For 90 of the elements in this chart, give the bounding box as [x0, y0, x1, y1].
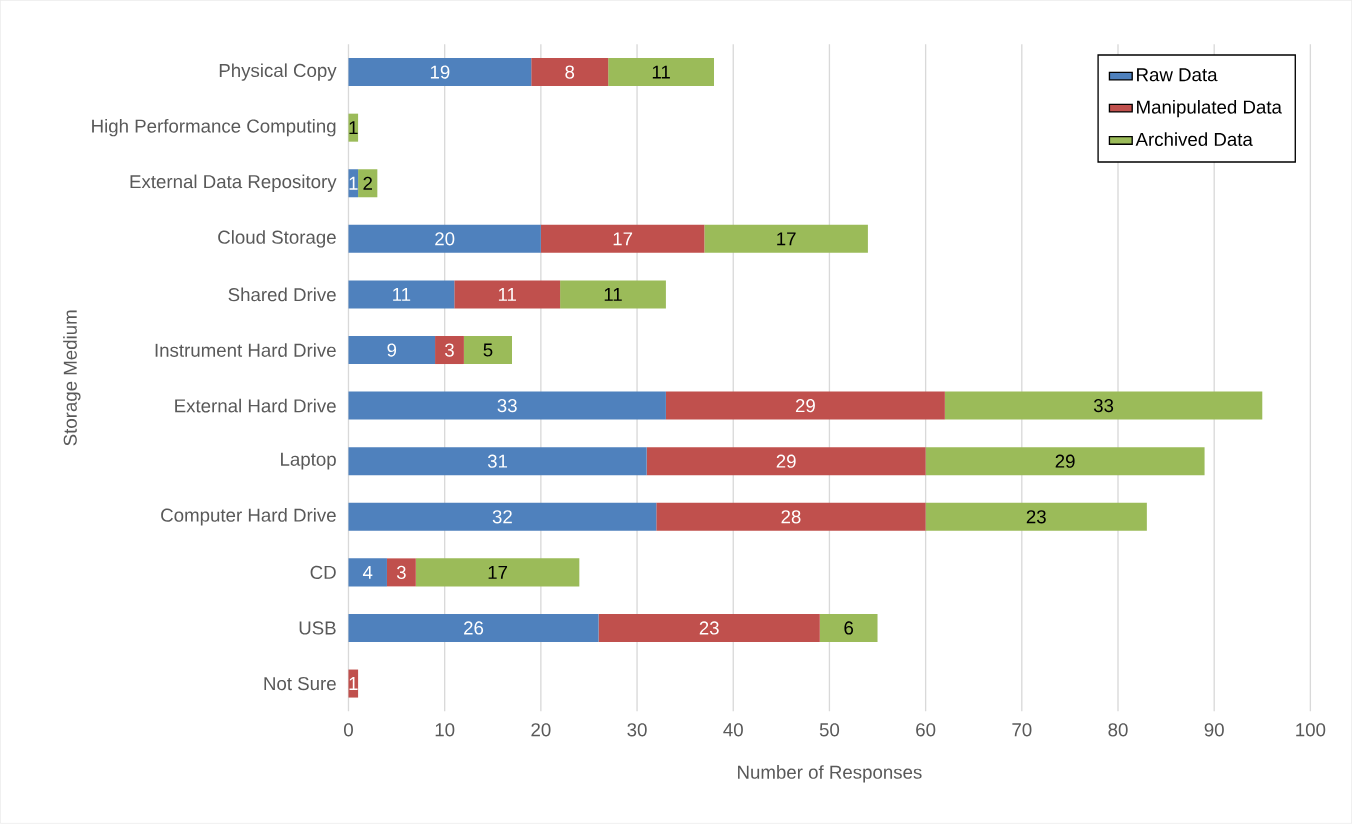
- y-tick-label: CD: [310, 565, 336, 580]
- bar: [925, 502, 1147, 531]
- bar: [348, 614, 599, 643]
- bar: [348, 447, 647, 476]
- bar: [454, 280, 561, 309]
- bar: [560, 280, 666, 309]
- bar: [656, 502, 926, 531]
- data-label: 4: [362, 566, 373, 579]
- data-label: 1: [349, 677, 358, 691]
- x-axis-title: Number of Responses: [738, 765, 922, 783]
- bar: [463, 336, 513, 365]
- y-tick-label: External Hard Drive: [175, 398, 336, 413]
- data-label: 20: [435, 232, 455, 246]
- data-label: 1: [349, 176, 358, 190]
- y-tick-label: Computer Hard Drive: [161, 508, 336, 526]
- bar: [348, 669, 359, 698]
- x-tick-label: 80: [1108, 723, 1128, 737]
- bar: [348, 391, 666, 420]
- data-label: 29: [776, 454, 796, 468]
- y-tick-label: External Data Repository: [130, 174, 337, 193]
- bar: [348, 169, 359, 198]
- data-label: 19: [430, 65, 450, 79]
- data-label: 33: [1093, 399, 1114, 413]
- data-label: 3: [445, 343, 454, 357]
- x-tick-label: 60: [916, 723, 936, 737]
- data-label: 3: [396, 565, 406, 580]
- data-label: 8: [565, 65, 575, 79]
- data-label: 11: [604, 288, 622, 302]
- bar: [598, 614, 820, 643]
- x-tick-label: 10: [435, 723, 455, 737]
- x-tick-label: 50: [819, 723, 840, 737]
- x-tick-label: 90: [1204, 723, 1224, 737]
- data-label: 31: [487, 454, 508, 468]
- data-label: 11: [393, 288, 411, 302]
- data-label: 17: [613, 232, 633, 246]
- x-tick-label: 0: [344, 723, 353, 737]
- x-tick-label: 30: [627, 723, 647, 737]
- bar: [348, 558, 387, 587]
- y-tick-label: USB: [299, 621, 336, 635]
- data-label: 32: [492, 510, 512, 524]
- legend-label: Raw Data: [1137, 68, 1218, 82]
- bar: [608, 58, 714, 87]
- bar: [348, 58, 532, 87]
- bar: [531, 58, 609, 87]
- bar: [415, 558, 580, 587]
- x-tick-label: 70: [1012, 723, 1032, 737]
- bar: [704, 225, 868, 254]
- y-tick-label: Physical Copy: [219, 63, 337, 81]
- x-tick-label: 20: [531, 723, 551, 737]
- bar: [348, 502, 657, 531]
- bar: [944, 391, 1263, 420]
- bar: [646, 447, 926, 476]
- bar: [348, 225, 541, 254]
- data-label: 26: [464, 621, 484, 635]
- x-tick-label: 40: [723, 723, 743, 737]
- data-label: 17: [777, 232, 796, 246]
- data-label: 5: [483, 343, 493, 357]
- y-tick-label: High Performance Computing: [92, 119, 336, 137]
- data-label: 23: [1026, 510, 1046, 524]
- data-label: 2: [363, 176, 372, 190]
- y-axis-title: Storage Medium: [63, 310, 81, 446]
- data-label: 1: [349, 121, 358, 135]
- data-label: 6: [844, 621, 854, 635]
- data-label: 23: [699, 621, 719, 635]
- bar: [540, 225, 705, 254]
- data-label: 33: [497, 399, 517, 413]
- bar: [348, 113, 359, 142]
- x-tick-label: 100: [1296, 723, 1326, 737]
- bar: [435, 336, 464, 365]
- y-tick-label: Laptop: [281, 453, 336, 470]
- bar: [925, 447, 1205, 476]
- y-tick-label: Instrument Hard Drive: [155, 343, 336, 358]
- bar: [348, 280, 455, 309]
- bar: [348, 336, 436, 365]
- data-label: 11: [498, 288, 516, 302]
- y-tick-label: Shared Drive: [228, 287, 336, 302]
- bar: [358, 169, 378, 198]
- y-tick-label: Cloud Storage: [218, 230, 336, 248]
- bar: [819, 614, 878, 643]
- legend-label: Archived Data: [1135, 132, 1253, 147]
- data-label: 17: [488, 566, 508, 579]
- legend-label: Manipulated Data: [1137, 100, 1282, 118]
- bar: [386, 558, 416, 587]
- data-label: 9: [387, 343, 397, 357]
- data-label: 29: [1055, 454, 1075, 468]
- y-tick-label: Not Sure: [264, 677, 336, 691]
- data-label: 29: [795, 399, 815, 413]
- data-label: 28: [781, 510, 801, 524]
- bar: [665, 391, 945, 420]
- data-label: 11: [652, 65, 670, 79]
